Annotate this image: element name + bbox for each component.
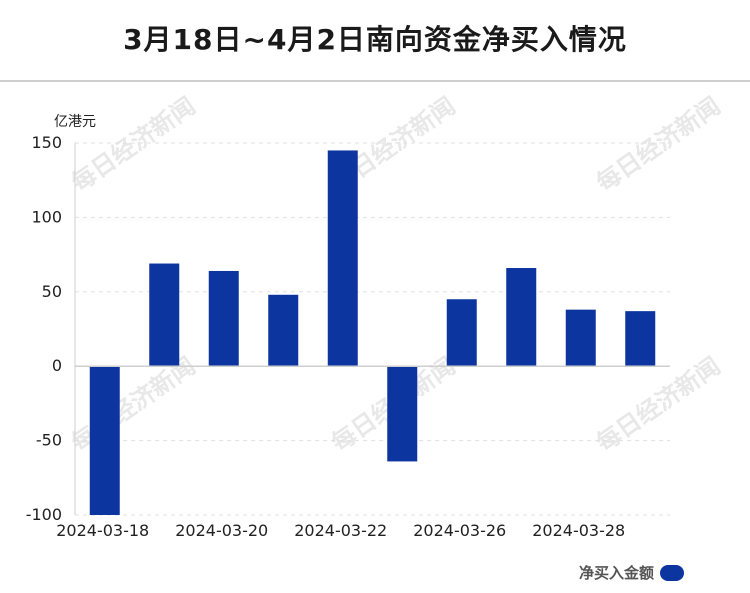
legend-swatch (660, 564, 684, 581)
bar (506, 267, 537, 367)
bar (625, 311, 656, 367)
bar (89, 366, 120, 515)
bar (208, 270, 239, 367)
title-divider (0, 80, 750, 82)
x-tick-label: 2024-03-22 (294, 521, 387, 540)
bar (327, 150, 358, 367)
bar (149, 263, 180, 367)
bar (387, 366, 418, 462)
chart-title: 3月18日~4月2日南向资金净买入情况 (123, 23, 627, 56)
bar (446, 299, 477, 367)
bar (268, 294, 299, 367)
y-tick-label: 150 (31, 133, 62, 152)
legend-label: 净买入金额 (578, 564, 654, 582)
x-tick-label: 2024-03-18 (56, 521, 149, 540)
bar (565, 309, 596, 367)
y-axis-unit-label: 亿港元 (54, 114, 96, 130)
x-tick-label: 2024-03-28 (532, 521, 625, 540)
y-tick-label: 100 (31, 207, 62, 226)
y-tick-label: 0 (52, 356, 62, 375)
x-tick-label: 2024-03-26 (413, 521, 506, 540)
y-tick-label: -50 (36, 431, 62, 450)
y-tick-label: 50 (42, 282, 62, 301)
legend: 净买入金额 (579, 562, 684, 583)
x-tick-label: 2024-03-20 (175, 521, 268, 540)
y-tick-label: -100 (26, 505, 62, 524)
